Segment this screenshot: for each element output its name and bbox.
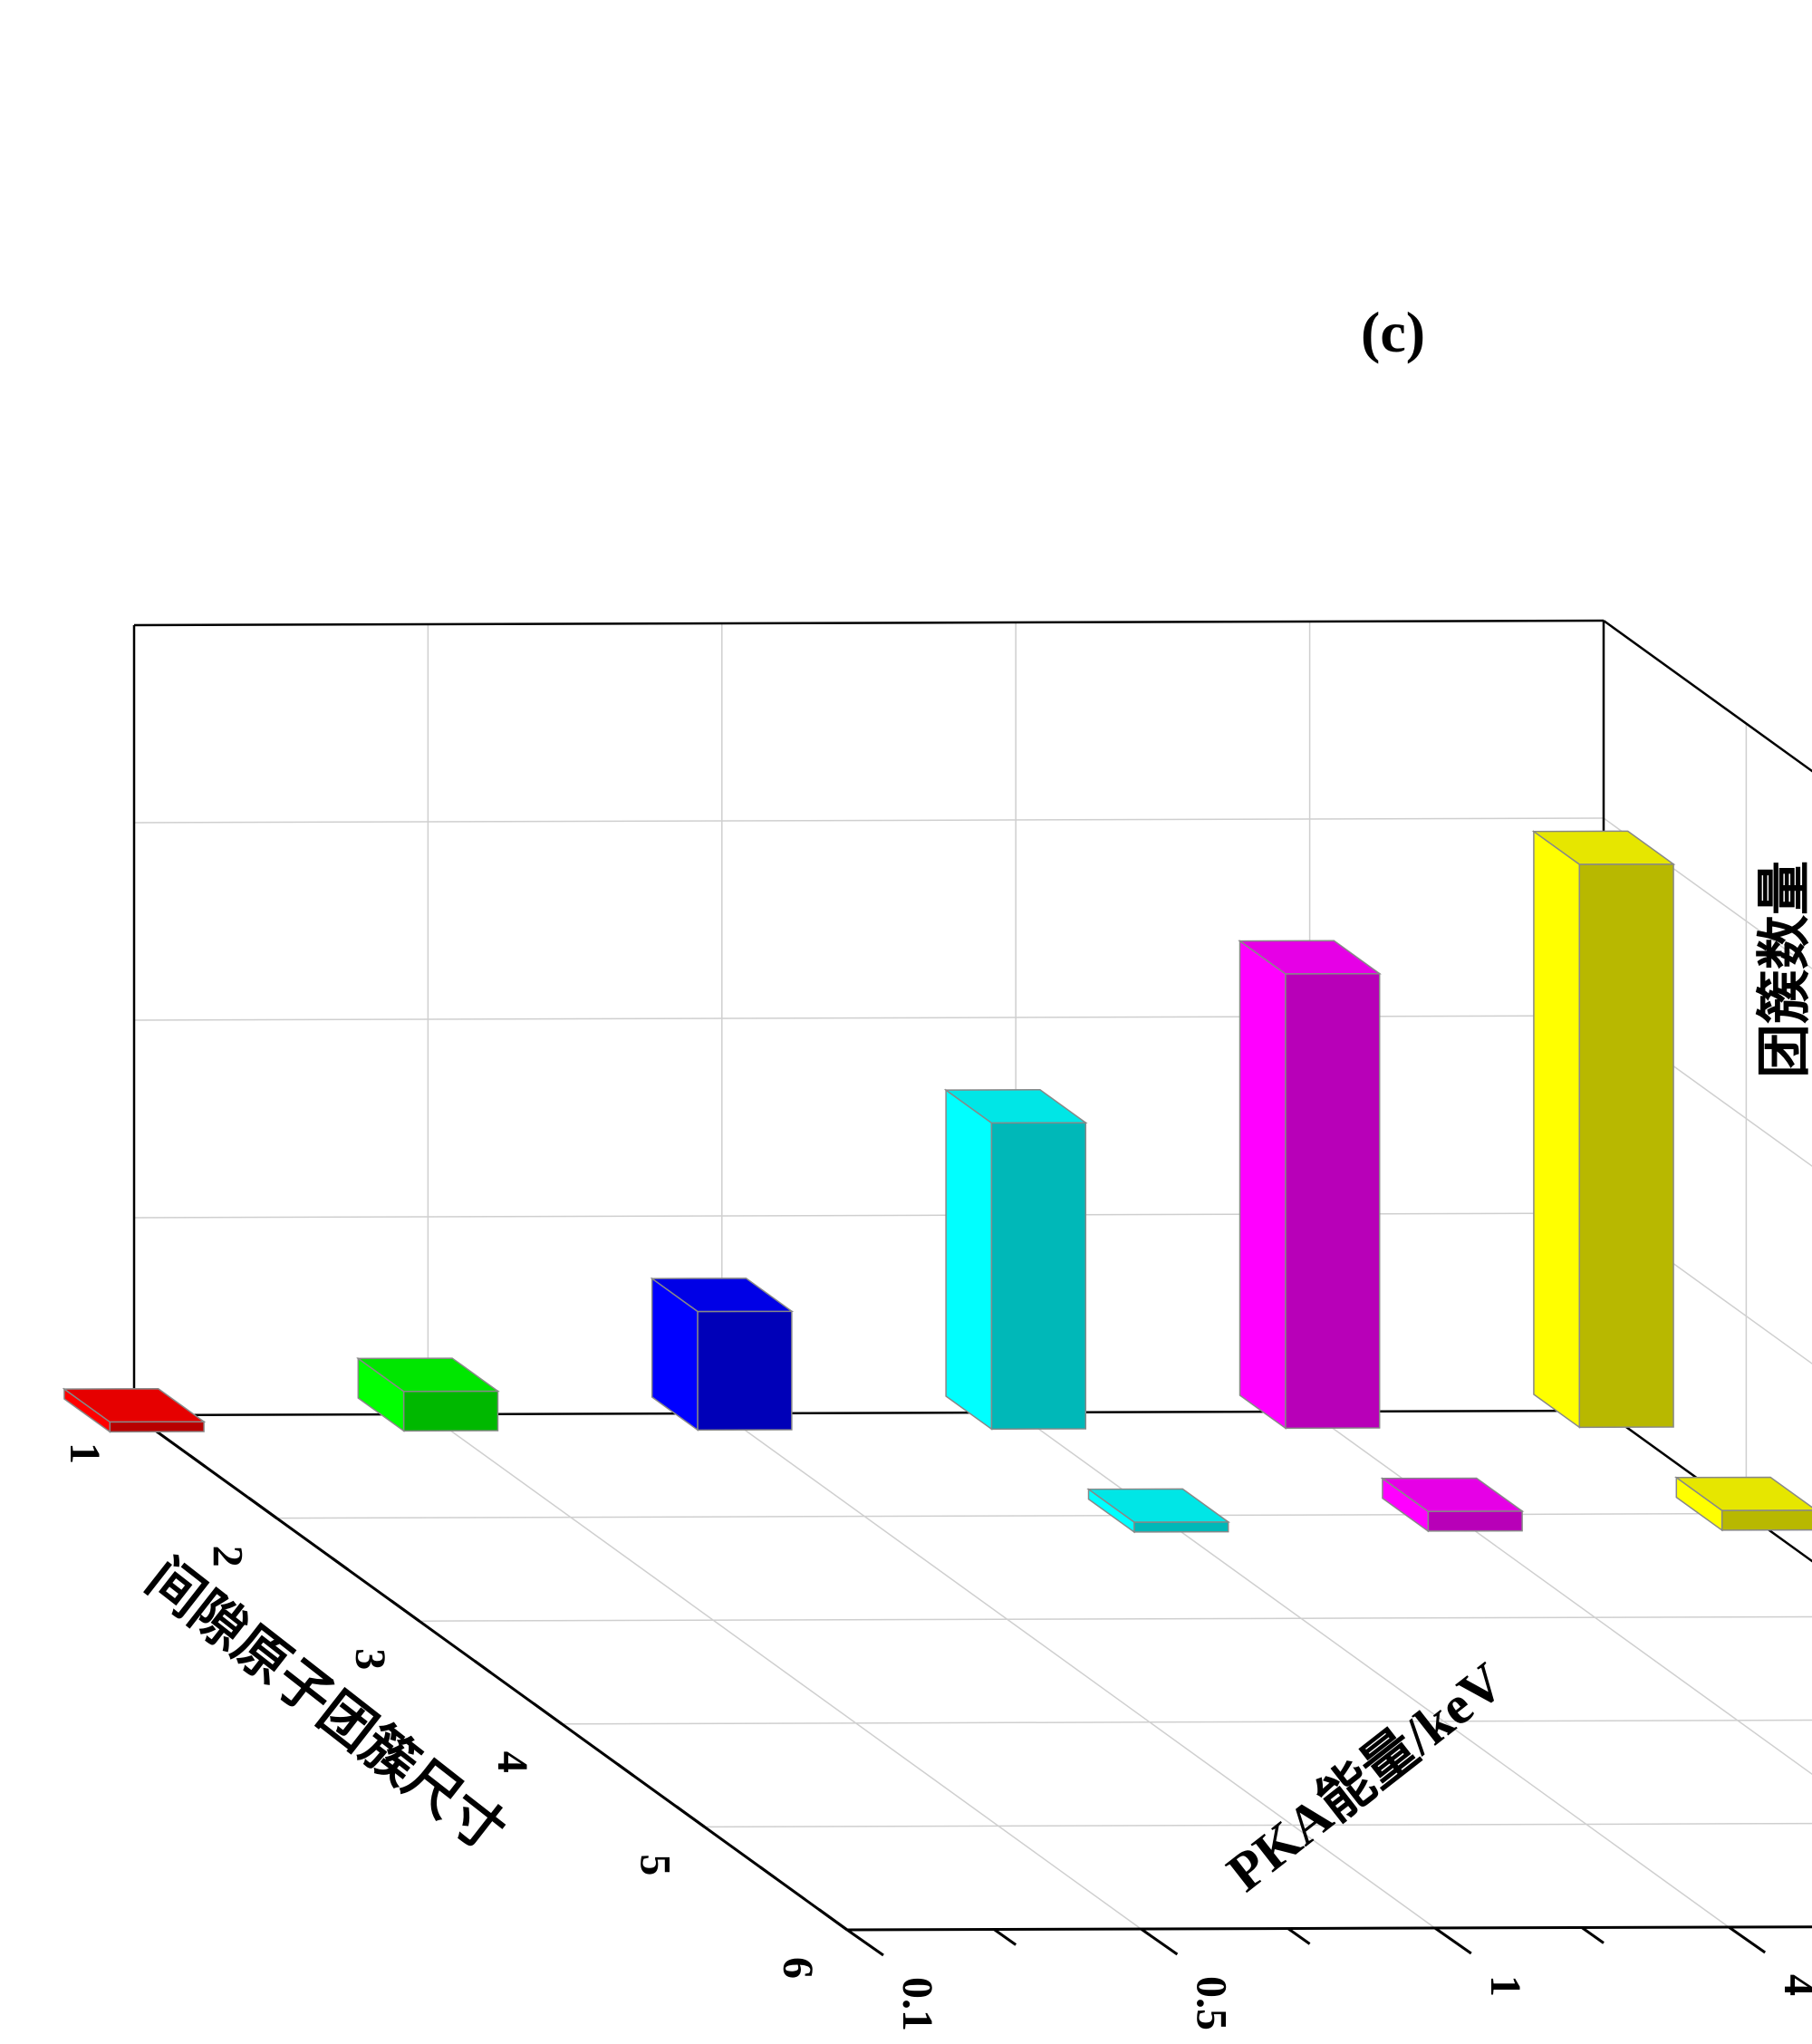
grid-line [562,1719,1812,1725]
grid-line [1603,817,1812,969]
grid-line [419,1615,1812,1622]
bar-face-side [697,1310,793,1432]
z-axis-title: 团簇数量 [1755,861,1812,1078]
bar-face-top [1238,940,1382,975]
y-tick-label: 1 [1481,1975,1529,1997]
bar-face-side [1578,863,1674,1429]
bar-face-top [1086,1488,1230,1523]
y-tick-label: 0.5 [1187,1976,1235,2030]
bar [1531,830,1676,1429]
x-tick [759,1866,777,1880]
bar [1380,1477,1525,1533]
grid-line [133,1015,1605,1021]
x-tick-label: 3 [346,1648,394,1670]
x-tick [331,1557,349,1571]
x-tick [188,1453,207,1469]
x-tick [675,1805,706,1828]
floor-grid [133,1410,1812,1931]
frame-edge [133,1409,1605,1417]
grid-line [133,1212,1605,1219]
grid-line [704,1822,1812,1828]
y-tick [1728,1925,1767,1954]
x-tick-label: 1 [61,1442,109,1464]
y-tick-label: 4 [1775,1974,1812,1996]
bar [1238,940,1382,1430]
bar-face-top [1674,1476,1812,1511]
x-axis-title: 间隙原子团簇尺寸 [136,1547,516,1863]
bar-face-top [943,1089,1088,1124]
y-axis-title: PKA能量/keV [1216,1651,1515,1903]
y-tick-minor [1287,1927,1311,1945]
bars [62,830,1812,1534]
y-axis-line [846,1925,1812,1932]
panel-label: (c) [1361,300,1425,364]
x-tick [247,1496,278,1519]
x-tick-label: 4 [488,1751,536,1773]
frame-edge [1603,619,1812,773]
bar-face-side [1427,1510,1523,1532]
y-tick-label: 0.1 [893,1977,941,2031]
bar [356,1356,500,1432]
bar-face-top [650,1278,795,1313]
grid-line [427,1413,1142,1930]
x-tick [474,1660,492,1674]
bar-face-top [1380,1477,1525,1512]
x-tick [533,1702,564,1726]
y-tick [1140,1927,1179,1956]
y-tick-minor [1581,1926,1605,1944]
bar [1674,1476,1812,1532]
bar-face-top [62,1388,207,1423]
bar-face-side [1133,1520,1229,1533]
grid-line [133,817,1605,824]
bar-face-top [1531,830,1676,865]
grid-line [721,1412,1436,1929]
bar-face-side [402,1390,499,1432]
x-tick [390,1599,420,1623]
grid-line [1603,1015,1812,1167]
x-tick-label: 5 [631,1854,680,1875]
x-tick-label: 2 [203,1546,251,1567]
bar [1086,1488,1230,1534]
y-tick [1433,1926,1472,1955]
bar-face-front [1239,940,1287,1430]
frame-edge [133,619,1605,627]
grid-line [1603,1212,1812,1364]
bar [650,1277,795,1432]
bar-face-side [1720,1509,1812,1531]
x-tick [818,1908,848,1932]
y-tick [846,1928,884,1957]
bar-face-side [1285,972,1381,1430]
bar [943,1088,1088,1431]
bar-face-front [1533,830,1581,1429]
bar [62,1387,207,1433]
x-tick-label: 6 [774,1957,822,1979]
bar-face-side [990,1122,1087,1431]
x-tick [616,1762,634,1777]
bar-face-side [109,1421,205,1433]
grid-line [276,1512,1747,1519]
bar-face-front [945,1088,993,1431]
y-tick-minor [993,1928,1017,1946]
bar-face-top [356,1357,500,1393]
